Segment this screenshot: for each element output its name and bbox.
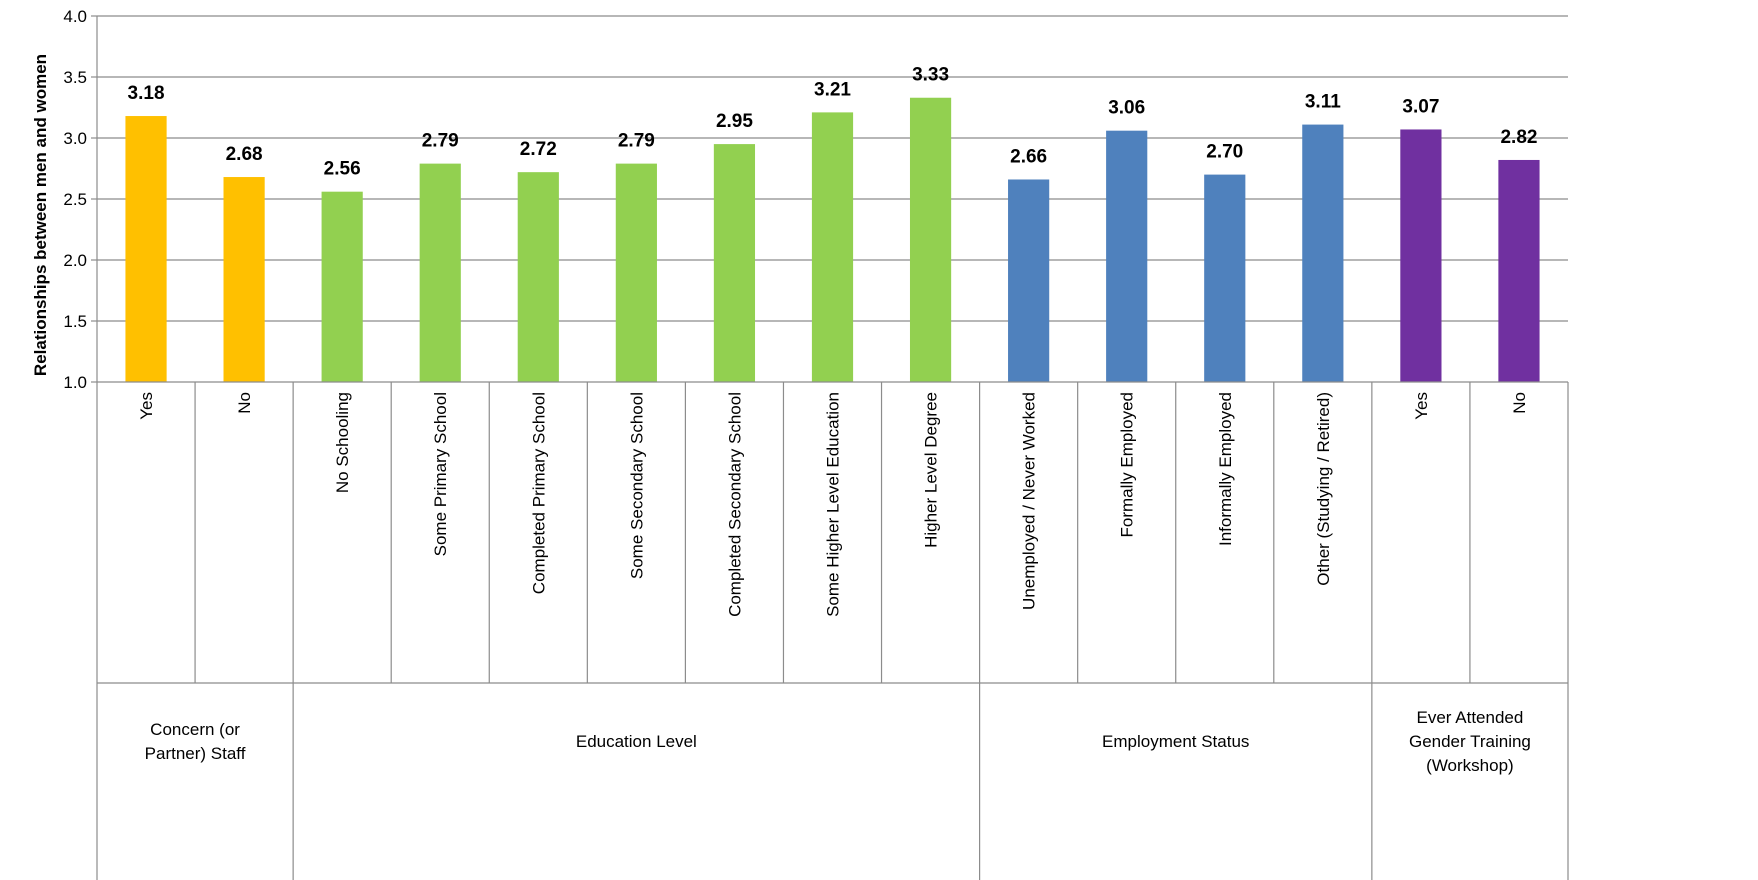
bar xyxy=(517,172,559,382)
y-tick-label: 3.5 xyxy=(63,68,87,87)
data-label: 3.21 xyxy=(814,79,851,100)
y-tick-label: 2.0 xyxy=(63,251,87,270)
y-tick-label: 2.5 xyxy=(63,190,87,209)
category-label: Informally Employed xyxy=(1216,392,1235,546)
bar xyxy=(615,163,657,382)
group-label: Concern (or Partner) Staff xyxy=(145,720,246,763)
bar xyxy=(321,191,363,382)
bar xyxy=(1204,174,1246,382)
category-label: Some Secondary School xyxy=(627,392,646,579)
bar xyxy=(811,112,854,382)
bars xyxy=(125,97,1540,383)
group-label-line: Concern (or xyxy=(150,720,240,739)
group-label: Ever Attended Gender Training (Workshop) xyxy=(1409,708,1531,775)
bar xyxy=(1400,129,1442,382)
category-label: No xyxy=(235,392,254,414)
axes xyxy=(91,15,1569,880)
category-label: Some Primary School xyxy=(431,392,450,556)
data-label: 2.95 xyxy=(716,111,753,132)
data-label: 2.66 xyxy=(1010,146,1047,167)
group-label-line: Gender Training xyxy=(1409,732,1531,751)
y-axis-title: Relationships between men and women xyxy=(31,54,50,376)
bar xyxy=(1008,179,1050,382)
group-label-line: Partner) Staff xyxy=(145,744,246,763)
data-label: 3.11 xyxy=(1305,92,1341,113)
bar xyxy=(1106,130,1148,382)
category-label: Higher Level Degree xyxy=(922,392,941,548)
group-label-line: Ever Attended xyxy=(1417,708,1524,727)
category-label: No xyxy=(1510,392,1529,414)
data-label: 3.18 xyxy=(128,83,165,104)
category-label: Completed Primary School xyxy=(529,392,548,594)
data-label: 2.56 xyxy=(324,159,361,180)
data-label: 2.72 xyxy=(520,139,557,160)
data-label: 2.70 xyxy=(1206,142,1243,163)
category-label: Completed Secondary School xyxy=(725,392,744,617)
bar xyxy=(1498,159,1540,382)
bar xyxy=(909,97,952,383)
bar xyxy=(125,116,167,382)
bar xyxy=(713,144,756,382)
data-label: 2.68 xyxy=(226,144,263,165)
category-label: Other (Studying / Retired) xyxy=(1314,392,1333,586)
labels: 1.0 1.5 2.0 2.5 3.0 3.5 4.0 3.18 Yes 2.68 No Concer… xyxy=(63,7,1537,775)
category-label: Formally Employed xyxy=(1118,392,1137,538)
bar xyxy=(419,163,461,382)
data-label: 2.79 xyxy=(422,131,459,152)
data-label: 2.79 xyxy=(618,131,655,152)
bar xyxy=(223,177,265,382)
category-label: Unemployed / Never Worked xyxy=(1020,392,1039,610)
category-label: Yes xyxy=(1412,392,1431,420)
y-tick-label: 1.5 xyxy=(63,312,87,331)
bar xyxy=(1302,124,1344,382)
group-label: Employment Status xyxy=(1102,732,1249,751)
category-label: Yes xyxy=(137,392,156,420)
category-label: No Schooling xyxy=(333,392,352,493)
data-label: 2.82 xyxy=(1500,127,1537,148)
y-tick-label: 3.0 xyxy=(63,129,87,148)
group-label-line: Employment Status xyxy=(1102,732,1249,751)
y-tick-label: 1.0 xyxy=(63,373,87,392)
group-label-line: (Workshop) xyxy=(1426,756,1514,775)
group-label: Education Level xyxy=(576,732,697,751)
data-label: 3.06 xyxy=(1108,98,1145,119)
data-label: 3.33 xyxy=(912,65,949,86)
group-label-line: Education Level xyxy=(576,732,697,751)
data-label: 3.07 xyxy=(1402,96,1439,117)
y-tick-label: 4.0 xyxy=(63,7,87,26)
category-label: Some Higher Level Education xyxy=(824,392,843,617)
